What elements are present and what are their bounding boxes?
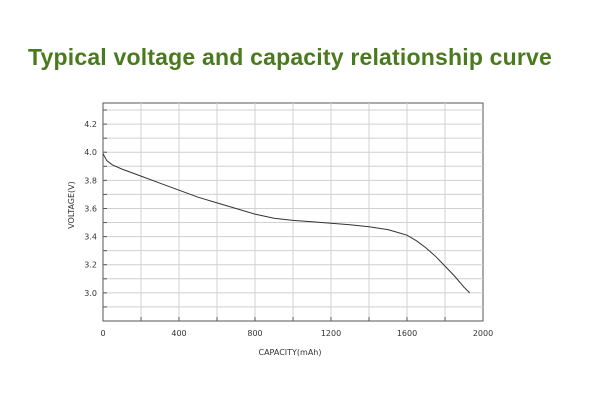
y-tick-label: 3.4 (84, 233, 97, 242)
y-tick-label: 4.0 (84, 148, 97, 157)
voltage-curve (102, 153, 471, 294)
y-tick-label: 3.0 (84, 289, 97, 298)
x-tick-label: 1600 (397, 329, 417, 338)
y-axis-label: VOLTAGE(V) (67, 181, 76, 229)
grid-lines (103, 103, 483, 321)
x-tick-label: 1200 (321, 329, 341, 338)
y-tick-label: 3.8 (84, 176, 97, 185)
y-tick-label: 3.6 (84, 204, 97, 213)
y-tick-labels: 3.0 3.2 3.4 3.6 3.8 4.0 4.2 (84, 120, 97, 298)
x-axis-label: CAPACITY(mAh) (259, 348, 322, 357)
y-tick-label: 3.2 (84, 261, 97, 270)
page-title: Typical voltage and capacity relationshi… (27, 44, 553, 70)
x-tick-label: 800 (247, 329, 262, 338)
x-tick-labels: 0 400 800 1200 1600 2000 (100, 329, 493, 338)
y-tick-label: 4.2 (84, 120, 97, 129)
x-tick-label: 0 (100, 329, 105, 338)
x-tick-label: 400 (171, 329, 186, 338)
axis-ticks (103, 109, 446, 321)
x-tick-label: 2000 (473, 329, 493, 338)
